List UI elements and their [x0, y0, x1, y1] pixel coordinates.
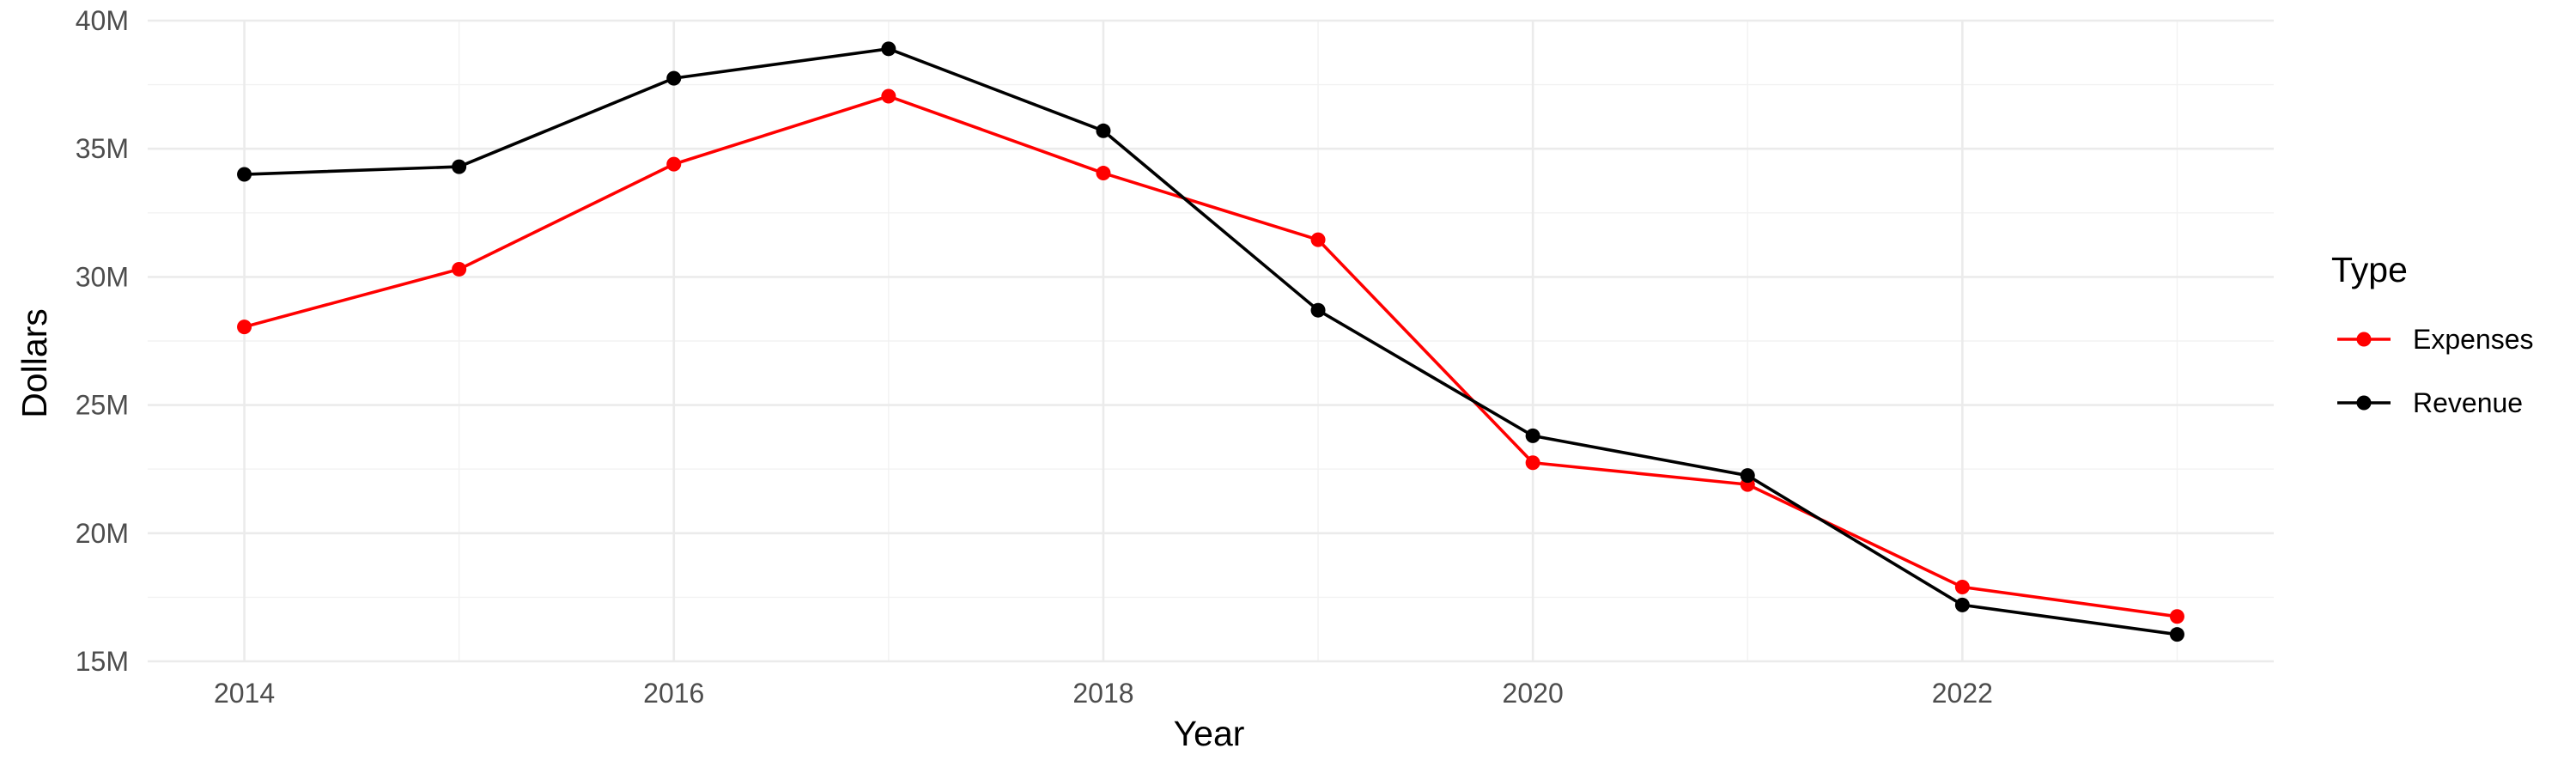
- legend-title: Type: [2331, 250, 2408, 289]
- data-point-revenue: [666, 70, 682, 86]
- data-point-revenue: [1954, 597, 1970, 612]
- data-point-revenue: [237, 167, 252, 182]
- legend-label: Revenue: [2413, 387, 2523, 418]
- data-point-revenue: [1096, 123, 1111, 138]
- data-point-expenses: [1525, 455, 1540, 471]
- data-point-expenses: [1954, 579, 1970, 594]
- data-point-revenue: [1310, 302, 1326, 318]
- x-tick-label: 2022: [1932, 678, 1993, 709]
- data-point-expenses: [2169, 609, 2184, 624]
- data-point-expenses: [452, 261, 467, 277]
- data-point-expenses: [1096, 166, 1111, 181]
- data-point-revenue: [1525, 428, 1540, 443]
- y-tick-label: 40M: [76, 5, 129, 36]
- legend-label: Expenses: [2413, 324, 2534, 355]
- data-point-revenue: [452, 159, 467, 174]
- axis-ticks: 15M 20M 25M 30M 35M 40M 2014 2016 2018 2020 2022: [76, 5, 1993, 709]
- series-line-revenue: [244, 47, 2178, 636]
- series-line-expenses: [244, 94, 2178, 618]
- legend-key-point: [2356, 332, 2372, 347]
- data-point-expenses: [237, 320, 252, 335]
- x-tick-label: 2018: [1072, 678, 1133, 709]
- legend-key-point: [2356, 395, 2372, 411]
- data-series: [244, 47, 2178, 636]
- data-point-expenses: [666, 156, 682, 172]
- y-tick-label: 35M: [76, 133, 129, 164]
- x-tick-label: 2020: [1503, 678, 1564, 709]
- data-point-revenue: [2169, 627, 2184, 642]
- data-point-revenue: [881, 41, 896, 57]
- gridlines: [148, 19, 2274, 663]
- y-tick-label: 15M: [76, 646, 129, 677]
- x-tick-label: 2016: [643, 678, 704, 709]
- data-points: [237, 41, 2184, 642]
- x-tick-label: 2014: [214, 678, 275, 709]
- legend-items: Expenses Revenue: [2337, 324, 2534, 418]
- x-axis-title: Year: [1174, 714, 1245, 753]
- data-point-expenses: [881, 88, 896, 104]
- data-point-revenue: [1740, 468, 1755, 484]
- y-tick-label: 30M: [76, 261, 129, 292]
- y-axis-title: Dollars: [15, 308, 54, 418]
- y-tick-label: 20M: [76, 518, 129, 549]
- y-tick-label: 25M: [76, 390, 129, 421]
- data-point-expenses: [1310, 232, 1326, 247]
- legend: Type Expenses Revenue: [2331, 250, 2534, 418]
